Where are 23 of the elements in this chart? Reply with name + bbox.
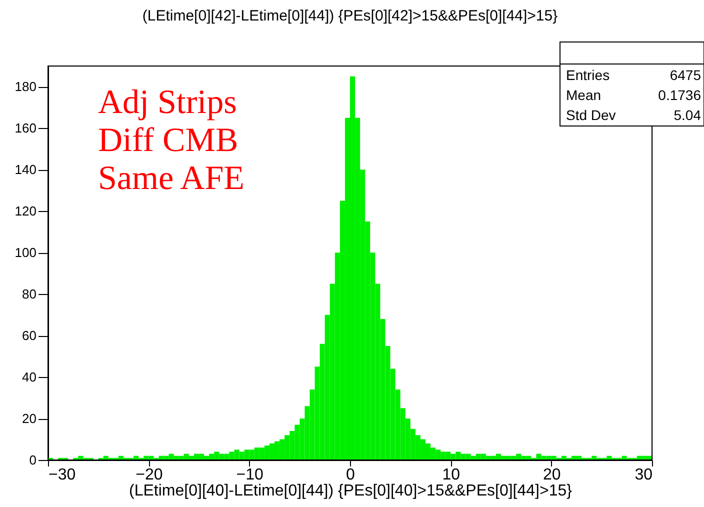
- x-tick-label: 20: [542, 466, 561, 484]
- x-tick-label: −20: [136, 466, 163, 484]
- x-tick-label: 30: [634, 466, 653, 484]
- y-tick-label: 0: [29, 452, 36, 468]
- x-tick-label: −30: [48, 466, 76, 484]
- text: Mean 0.1736: [566, 87, 701, 103]
- x-tick-label: 10: [442, 466, 460, 484]
- y-tick-label: 140: [14, 162, 36, 178]
- y-tick-label: 160: [14, 120, 36, 136]
- text: Std Dev 5.04: [566, 107, 701, 123]
- y-tick-label: 120: [14, 204, 36, 219]
- y-tick-label: 80: [22, 286, 36, 302]
- text: Entries 6475: [566, 67, 701, 83]
- y-tick-label: 100: [14, 245, 36, 260]
- y-tick-label: 60: [22, 328, 36, 344]
- x-axis-title: (LEtime[0][40]-LEtime[0][44]) {PEs[0][40]>15&&PEs[0][44]>15}: [129, 482, 573, 500]
- y-tick-label: 40: [22, 370, 36, 385]
- x-tick-label: 0: [346, 466, 356, 484]
- y-tick-label: 20: [22, 411, 36, 426]
- annotation: Adj Strips Diff CMB Same AFE: [98, 84, 244, 197]
- chart-title: (LEtime[0][42]-LEtime[0][44]) {PEs[0][42]>15&&PEs[0][44]>15}: [142, 8, 558, 24]
- y-tick-label: 180: [14, 79, 36, 94]
- x-tick-label: −10: [236, 466, 264, 484]
